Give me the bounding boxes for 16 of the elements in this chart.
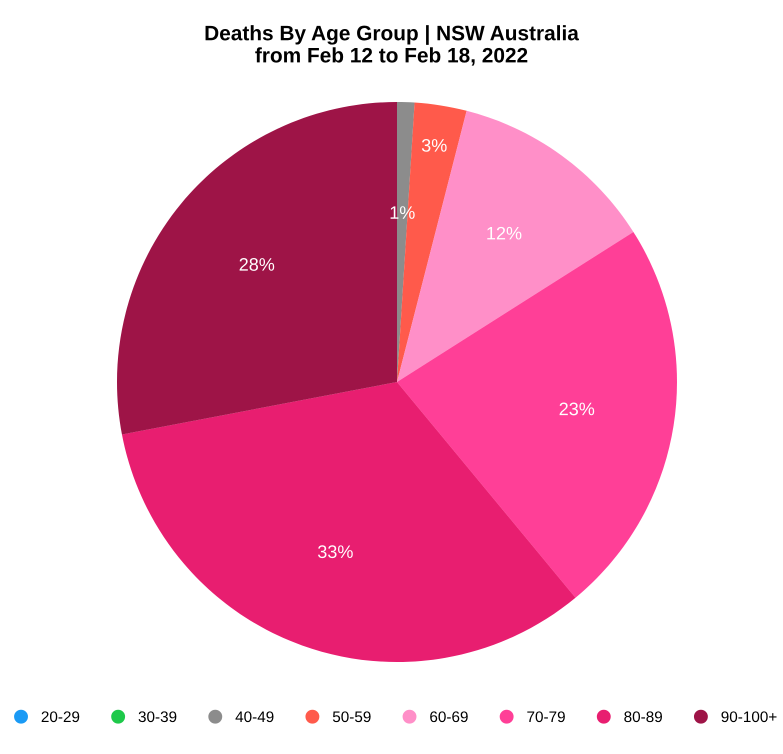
data-label: 12%: [487, 226, 522, 240]
legend-label: 60-69: [430, 711, 468, 722]
legend-label: 50-59: [332, 711, 371, 722]
data-label: 23%: [560, 402, 594, 416]
data-label: 1%: [390, 206, 415, 219]
data-label: 3%: [422, 138, 447, 152]
legend-label: 80-89: [624, 711, 662, 722]
legend-label: 30-39: [138, 711, 176, 722]
legend-label: 40-49: [235, 711, 274, 722]
data-label: 33%: [318, 545, 353, 558]
legend-label: 70-79: [527, 711, 565, 722]
chart-subtitle: from Feb 12 to Feb 18, 2022: [255, 47, 528, 66]
chart-title: Deaths By Age Group | NSW Australia: [206, 25, 579, 45]
data-label: 28%: [240, 258, 274, 271]
legend-label: 90-100+: [721, 711, 777, 722]
legend-label: 20-29: [42, 711, 80, 722]
